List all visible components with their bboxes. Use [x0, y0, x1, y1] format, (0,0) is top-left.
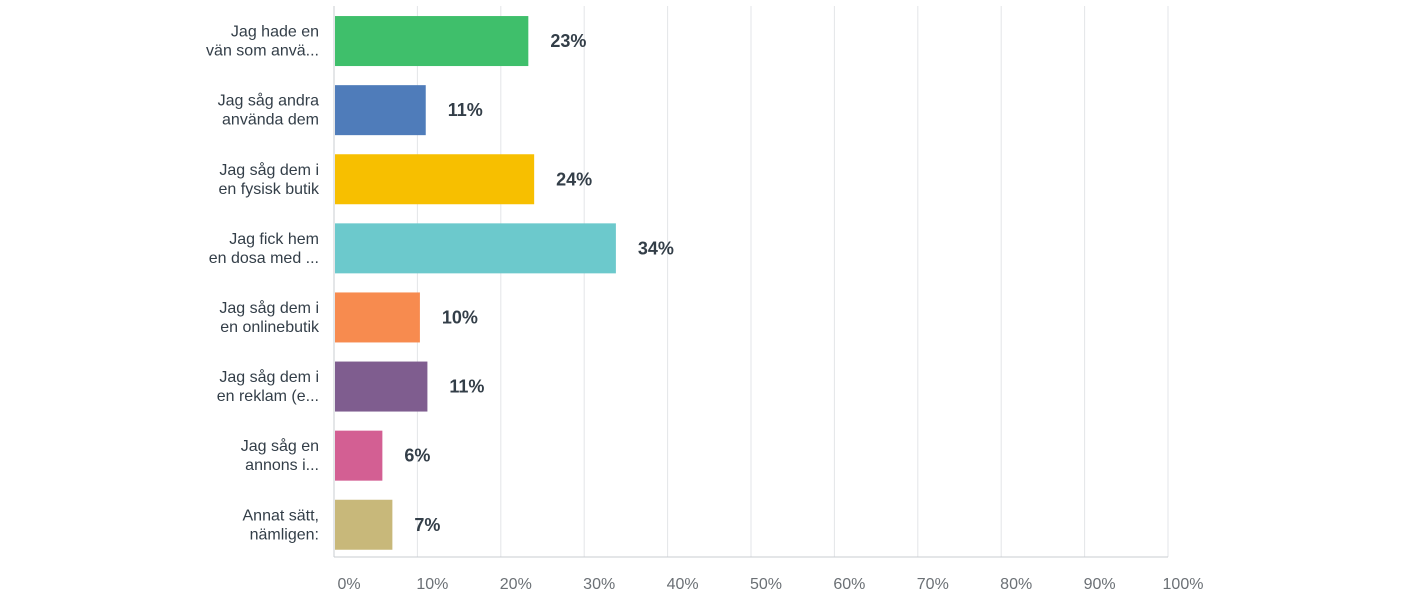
- category-label: nämligen:: [250, 526, 319, 543]
- category-label: en onlinebutik: [220, 319, 320, 336]
- data-label: 10%: [442, 307, 478, 327]
- x-tick-label: 50%: [750, 576, 782, 593]
- x-tick-label: 0%: [337, 576, 360, 593]
- category-label: vän som anvä...: [206, 43, 319, 60]
- x-tick-label: 40%: [667, 576, 699, 593]
- category-label: Jag hade en: [231, 24, 319, 41]
- x-tick-label: 60%: [833, 576, 865, 593]
- bar: [335, 223, 616, 274]
- x-tick-label: 70%: [917, 576, 949, 593]
- bar: [335, 361, 428, 412]
- data-label: 7%: [414, 515, 440, 535]
- x-axis: 0% 10% 20% 30% 40% 50% 60% 70% 80% 90% 100%: [333, 6, 1204, 593]
- data-label: 11%: [449, 377, 484, 397]
- x-tick-label: 30%: [583, 576, 615, 593]
- category-label: Annat sätt,: [243, 507, 320, 524]
- category-label: Jag såg andra: [218, 92, 320, 110]
- category-label: en dosa med ...: [209, 250, 319, 267]
- category-label: Jag såg dem i: [219, 299, 319, 317]
- category-label: Jag fick hem: [229, 231, 319, 248]
- data-label: 11%: [448, 100, 483, 120]
- bar: [335, 499, 393, 550]
- bar: [335, 16, 529, 67]
- x-tick-label: 90%: [1084, 576, 1116, 593]
- x-tick-label: 80%: [1000, 576, 1032, 593]
- bars: [335, 16, 616, 550]
- x-tick-label: 100%: [1163, 576, 1204, 593]
- category-label: Jag såg dem i: [219, 368, 319, 386]
- category-label: Jag såg dem i: [219, 161, 319, 179]
- bar: [335, 430, 383, 481]
- bar: [335, 292, 420, 343]
- x-tick-label: 10%: [416, 576, 448, 593]
- value-labels: 23% 11% 24% 34% 10% 11% 6% 7%: [404, 31, 674, 535]
- category-label: en reklam (e...: [217, 388, 319, 405]
- category-labels: Jag hade en vän som anvä... Jag såg andra a…: [206, 24, 320, 544]
- data-label: 34%: [638, 238, 674, 258]
- data-label: 23%: [550, 31, 586, 51]
- category-label: annons i...: [245, 457, 319, 474]
- data-label: 24%: [556, 169, 592, 189]
- gridlines: [416, 6, 1169, 557]
- data-label: 6%: [404, 446, 430, 466]
- x-tick-label: 20%: [500, 576, 532, 593]
- category-label: en fysisk butik: [219, 181, 320, 198]
- bar: [335, 154, 535, 205]
- category-label: Jag såg en: [241, 437, 319, 455]
- category-label: använda dem: [222, 112, 319, 129]
- bar: [335, 85, 426, 136]
